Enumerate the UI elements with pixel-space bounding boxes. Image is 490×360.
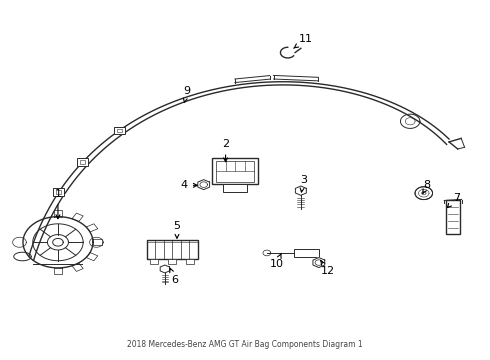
Bar xyxy=(294,249,319,257)
Text: 4: 4 xyxy=(181,180,197,190)
Bar xyxy=(150,258,158,264)
Bar xyxy=(446,201,460,234)
Text: 7: 7 xyxy=(447,193,460,208)
Text: 12: 12 xyxy=(320,261,335,276)
Polygon shape xyxy=(198,180,210,190)
Polygon shape xyxy=(415,187,433,199)
Text: 8: 8 xyxy=(423,180,431,193)
Polygon shape xyxy=(313,257,325,267)
Text: 2018 Mercedes-Benz AMG GT Air Bag Components Diagram 1: 2018 Mercedes-Benz AMG GT Air Bag Compon… xyxy=(127,340,363,349)
Bar xyxy=(117,129,122,132)
Bar xyxy=(56,190,61,194)
Text: 6: 6 xyxy=(170,268,178,285)
Polygon shape xyxy=(160,265,170,273)
Text: 3: 3 xyxy=(300,175,307,192)
Polygon shape xyxy=(295,186,306,195)
Bar xyxy=(216,161,254,181)
Bar xyxy=(80,160,85,164)
Bar xyxy=(77,158,88,166)
Bar xyxy=(223,184,247,192)
Bar xyxy=(53,188,64,196)
Bar xyxy=(147,240,197,258)
Text: 10: 10 xyxy=(270,253,284,269)
Bar xyxy=(114,127,124,134)
Bar xyxy=(212,158,258,184)
Text: 1: 1 xyxy=(54,189,61,219)
Text: 11: 11 xyxy=(294,35,313,48)
Text: 5: 5 xyxy=(173,221,180,238)
Bar xyxy=(168,258,176,264)
Text: 9: 9 xyxy=(183,86,190,102)
Bar xyxy=(187,258,194,264)
Text: 2: 2 xyxy=(222,139,229,162)
